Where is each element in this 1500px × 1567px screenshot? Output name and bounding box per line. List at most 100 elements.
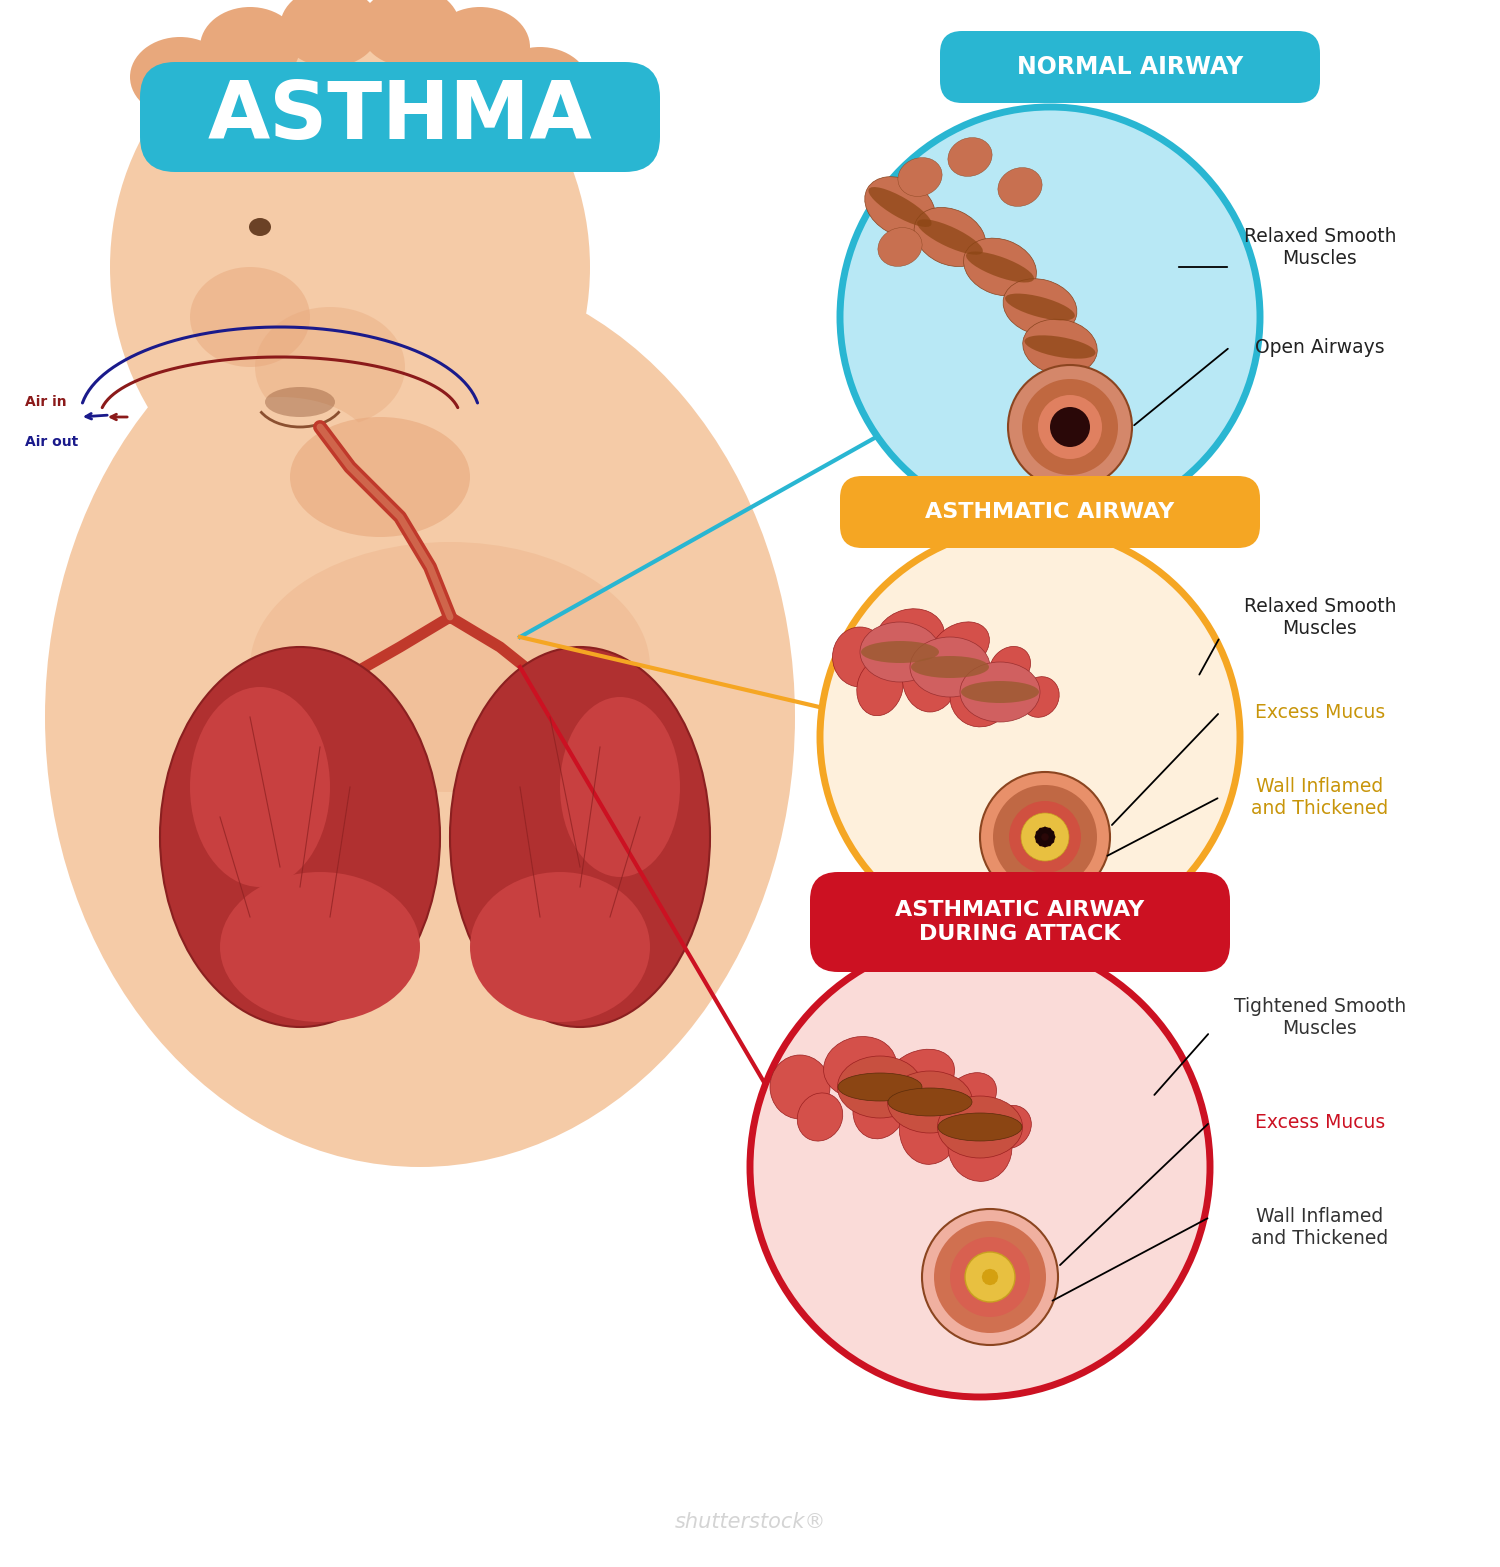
Ellipse shape [1066, 436, 1072, 447]
Ellipse shape [1042, 840, 1047, 848]
Ellipse shape [560, 697, 680, 878]
Ellipse shape [993, 1277, 998, 1282]
Ellipse shape [1059, 411, 1066, 420]
Ellipse shape [1053, 431, 1062, 437]
Ellipse shape [960, 661, 1040, 722]
FancyBboxPatch shape [810, 871, 1230, 972]
Ellipse shape [160, 647, 440, 1026]
Ellipse shape [833, 627, 888, 686]
Ellipse shape [190, 266, 310, 367]
Ellipse shape [280, 0, 380, 67]
Ellipse shape [1066, 407, 1072, 418]
Ellipse shape [200, 6, 300, 88]
FancyBboxPatch shape [940, 31, 1320, 103]
Ellipse shape [878, 227, 922, 266]
Ellipse shape [290, 417, 470, 537]
Ellipse shape [1046, 840, 1052, 846]
Ellipse shape [1023, 320, 1096, 375]
Text: Excess Mucus: Excess Mucus [1256, 1113, 1384, 1131]
Ellipse shape [1004, 279, 1077, 335]
Text: Relaxed Smooth
Muscles: Relaxed Smooth Muscles [1244, 597, 1397, 638]
Ellipse shape [1005, 293, 1076, 320]
Ellipse shape [916, 219, 982, 255]
Circle shape [1008, 365, 1132, 489]
Ellipse shape [992, 1269, 994, 1274]
Ellipse shape [930, 622, 990, 672]
Text: ASTHMA: ASTHMA [207, 78, 592, 157]
Ellipse shape [45, 266, 795, 1167]
Circle shape [993, 785, 1096, 888]
Ellipse shape [853, 1075, 907, 1139]
Ellipse shape [837, 1056, 922, 1117]
Ellipse shape [190, 686, 330, 887]
Ellipse shape [990, 647, 1030, 688]
Circle shape [840, 107, 1260, 527]
Ellipse shape [1024, 335, 1095, 359]
Ellipse shape [988, 1105, 1032, 1149]
Polygon shape [251, 447, 520, 487]
Text: Wall Inflamed
and Thickened: Wall Inflamed and Thickened [1251, 1207, 1389, 1247]
FancyBboxPatch shape [140, 63, 660, 172]
Text: ASTHMATIC AIRWAY
DURING ATTACK: ASTHMATIC AIRWAY DURING ATTACK [896, 901, 1144, 943]
Text: Wall Inflamed
and Thickened: Wall Inflamed and Thickened [1251, 777, 1389, 818]
Circle shape [1038, 395, 1102, 459]
Ellipse shape [988, 1280, 992, 1285]
Ellipse shape [861, 641, 939, 663]
Ellipse shape [796, 1092, 843, 1141]
Ellipse shape [948, 1113, 1012, 1182]
Ellipse shape [963, 238, 1036, 296]
Circle shape [964, 1252, 1016, 1302]
Ellipse shape [1035, 831, 1042, 835]
Ellipse shape [1077, 431, 1086, 437]
Ellipse shape [430, 6, 530, 88]
Ellipse shape [1052, 425, 1060, 429]
Circle shape [1022, 379, 1118, 475]
Ellipse shape [1042, 826, 1047, 834]
Ellipse shape [249, 218, 272, 237]
Text: Relaxed Smooth
Muscles: Relaxed Smooth Muscles [1244, 227, 1397, 268]
Circle shape [922, 1210, 1058, 1344]
Ellipse shape [910, 638, 990, 697]
Ellipse shape [856, 658, 903, 716]
Ellipse shape [1040, 840, 1044, 846]
Ellipse shape [1059, 434, 1066, 443]
Ellipse shape [1074, 411, 1080, 420]
Ellipse shape [982, 1277, 987, 1282]
Ellipse shape [470, 871, 650, 1022]
Text: NORMAL AIRWAY: NORMAL AIRWAY [1017, 55, 1244, 78]
Ellipse shape [950, 668, 1010, 727]
Ellipse shape [824, 1036, 897, 1097]
Ellipse shape [1053, 417, 1062, 423]
Ellipse shape [868, 186, 932, 227]
Ellipse shape [948, 138, 992, 177]
Ellipse shape [251, 542, 650, 791]
Ellipse shape [982, 1276, 987, 1279]
Ellipse shape [1074, 434, 1080, 443]
Text: Tightened Smooth
Muscles: Tightened Smooth Muscles [1234, 997, 1406, 1037]
Ellipse shape [988, 1269, 992, 1274]
Ellipse shape [992, 1279, 994, 1285]
Ellipse shape [130, 38, 230, 118]
Ellipse shape [938, 1095, 1023, 1158]
Circle shape [1035, 827, 1054, 848]
FancyBboxPatch shape [840, 476, 1260, 548]
Circle shape [934, 1221, 1046, 1334]
Ellipse shape [876, 608, 945, 666]
Ellipse shape [986, 1279, 988, 1285]
Circle shape [980, 773, 1110, 903]
Ellipse shape [910, 657, 989, 679]
Ellipse shape [944, 1073, 996, 1122]
Ellipse shape [982, 1272, 987, 1276]
Ellipse shape [1022, 677, 1059, 718]
Ellipse shape [914, 207, 986, 266]
Ellipse shape [859, 622, 940, 682]
Ellipse shape [220, 871, 420, 1022]
Circle shape [1050, 407, 1090, 447]
Text: Open Airways: Open Airways [1256, 337, 1384, 357]
Circle shape [750, 937, 1210, 1398]
Ellipse shape [266, 387, 334, 417]
Ellipse shape [993, 1276, 999, 1279]
Ellipse shape [1035, 838, 1042, 843]
Circle shape [982, 1269, 998, 1285]
Ellipse shape [123, 241, 177, 332]
